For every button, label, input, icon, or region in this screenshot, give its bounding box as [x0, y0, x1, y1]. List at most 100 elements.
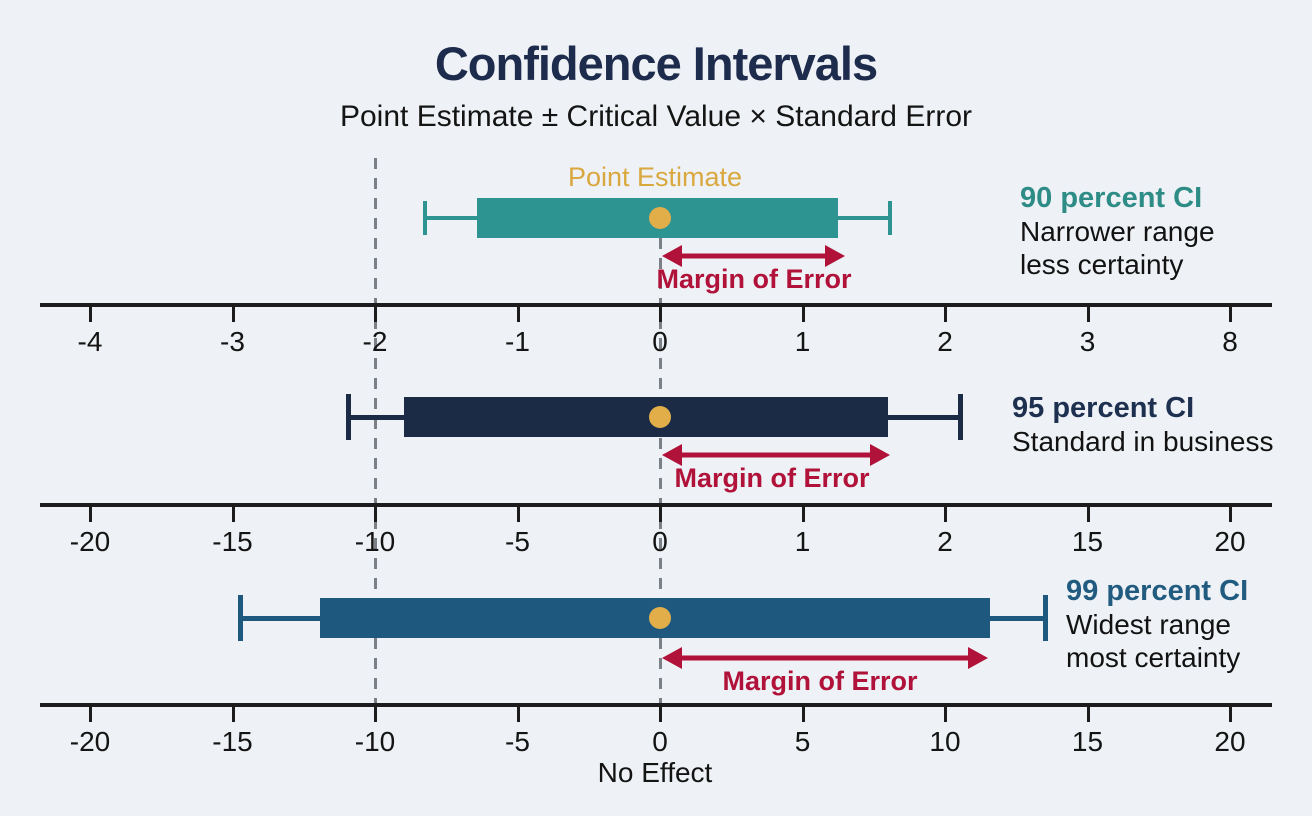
margin-of-error-arrow: [662, 444, 890, 466]
axis-tick: [944, 705, 947, 722]
axis-tick: [801, 705, 805, 722]
section-title: 95 percent CI: [1012, 392, 1195, 424]
margin-of-error-label: Margin of Error: [656, 264, 852, 294]
axis-tick-label: -3: [220, 326, 245, 357]
section-label-ci95: 95 percent CI Standard in business: [1012, 391, 1274, 458]
axis-tick-label: -15: [212, 726, 253, 757]
whisker-cap-left: [238, 595, 243, 641]
axis-tick: [89, 305, 92, 322]
axis-tick-label: -4: [77, 326, 103, 357]
axis-line: [40, 703, 1272, 707]
arrow-head-right: [968, 647, 988, 669]
axis-tick-label: -1: [505, 326, 530, 357]
axis-tick: [801, 305, 805, 322]
axis-tick-label: -20: [69, 526, 111, 557]
axis-tick: [944, 305, 947, 322]
axis-tick: [1086, 705, 1090, 722]
section-label-ci90: 90 percent CI Narrower range less certaint…: [1020, 181, 1215, 281]
axis-tick: [516, 505, 520, 522]
axis-tick-label: 3: [1079, 326, 1096, 357]
no-effect-label: No Effect: [597, 757, 713, 788]
axis-tick-label: -2: [362, 326, 388, 357]
whisker-cap-right: [888, 201, 892, 235]
axis-tick: [659, 305, 662, 322]
axis-tick-label: 20: [1214, 726, 1246, 757]
section-desc-line: Widest range: [1066, 609, 1231, 640]
section-desc-line: most certainty: [1066, 642, 1241, 673]
whisker-cap-right: [958, 394, 963, 440]
axis-tick: [659, 705, 662, 722]
axis-tick-label: -10: [354, 726, 396, 757]
axis-tick-label: 15: [1071, 526, 1104, 557]
margin-of-error-arrow-shaft: [676, 655, 974, 661]
axis-tick: [231, 705, 235, 722]
axis-tick-label: -10: [354, 526, 396, 557]
axis-tick-label: 5: [794, 726, 811, 757]
point-estimate-dot: [649, 207, 671, 229]
section-title: 90 percent CI: [1020, 182, 1203, 214]
margin-of-error-label: Margin of Error: [674, 463, 870, 493]
axis-tick-label: 20: [1214, 526, 1246, 557]
axis-tick: [231, 305, 235, 322]
axis-tick: [374, 305, 377, 322]
axis-tick: [1086, 505, 1090, 522]
axis-line: [40, 503, 1272, 507]
axis-tick-label: 2: [937, 326, 953, 357]
axis-tick-label: -15: [212, 526, 253, 557]
arrow-head-left: [662, 647, 682, 669]
axis-tick-label: -5: [505, 726, 530, 757]
whisker-cap-left: [423, 201, 427, 235]
axis-tick: [89, 505, 92, 522]
axis-tick-label: 1: [794, 526, 811, 557]
axis-tick: [659, 505, 662, 522]
axis-tick-label: -5: [505, 526, 530, 557]
point-estimate-dot: [649, 607, 671, 629]
axis-tick: [374, 505, 377, 522]
arrow-head-right: [825, 245, 845, 267]
axis-tick-label: 2: [937, 526, 953, 557]
axis-tick: [1229, 505, 1232, 522]
margin-of-error-arrow: [662, 647, 988, 669]
arrow-head-left: [662, 245, 682, 267]
axis-line: [40, 303, 1272, 307]
axis-tick-label: 8: [1222, 326, 1238, 357]
chart-subtitle: Point Estimate ± Critical Value × Standa…: [339, 100, 972, 133]
whisker-cap-left: [346, 394, 351, 440]
axis-tick-label: -20: [69, 726, 111, 757]
point-estimate-dot: [649, 406, 671, 428]
section-desc-line: less certainty: [1020, 249, 1184, 280]
margin-of-error-label: Margin of Error: [722, 666, 918, 696]
axis-tick: [231, 505, 235, 522]
reference-line-left: [374, 158, 377, 705]
section-label-ci99: 99 percent CI Widest range most certainty: [1066, 574, 1248, 674]
axis-tick: [516, 705, 520, 722]
point-estimate-label: Point Estimate: [567, 162, 743, 192]
arrow-head-right: [870, 444, 890, 466]
section-title: 99 percent CI: [1066, 575, 1249, 607]
ci-bar-ci95: [404, 397, 888, 437]
margin-of-error-arrow-shaft: [676, 452, 876, 458]
section-desc-line: Standard in business: [1012, 426, 1274, 457]
axis-tick: [374, 705, 377, 722]
section-desc-line: Narrower range: [1020, 216, 1215, 247]
axis-tick-label: 1: [794, 326, 811, 357]
axis-tick-label: 10: [929, 726, 961, 757]
axis-tick: [801, 505, 805, 522]
no-effect-line: [659, 238, 662, 705]
margin-of-error-arrow: [662, 245, 845, 267]
axis-tick: [1086, 305, 1090, 322]
axis-tick-label: 0: [652, 726, 668, 757]
axis-tick: [1229, 705, 1232, 722]
axis-tick: [89, 705, 92, 722]
axis-tick-label: 15: [1071, 726, 1104, 757]
axis-tick: [1229, 305, 1232, 322]
axis-tick-label: 0: [652, 526, 668, 557]
arrow-head-left: [662, 444, 682, 466]
margin-of-error-arrow-shaft: [676, 253, 831, 259]
axis-tick: [944, 505, 947, 522]
whisker-cap-right: [1043, 595, 1048, 641]
axis-tick: [516, 305, 520, 322]
axis-tick-label: 0: [652, 326, 668, 357]
chart-title: Confidence Intervals: [434, 37, 878, 90]
